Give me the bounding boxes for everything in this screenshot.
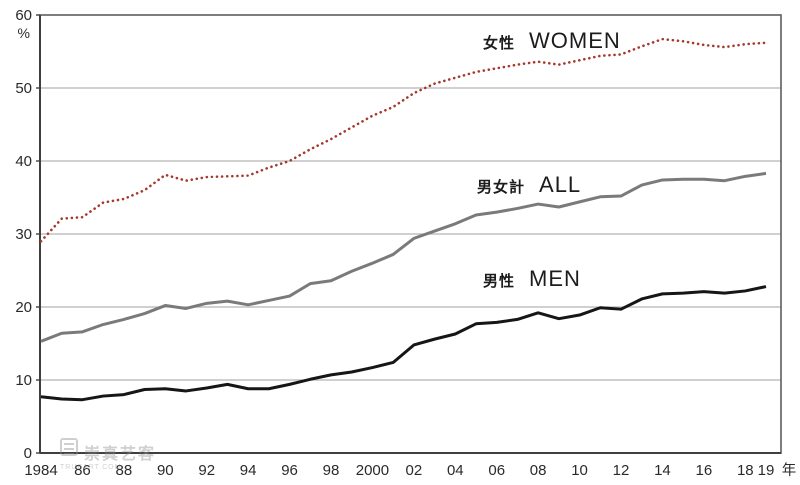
x-tick-label: 94: [240, 462, 257, 479]
x-tick-label: 06: [488, 462, 505, 479]
x-tick-label: 1984: [24, 462, 57, 479]
x-tick-label: 90: [157, 462, 174, 479]
x-tick-label: 08: [530, 462, 547, 479]
x-tick-label: 04: [447, 462, 464, 479]
y-tick-label: 20: [15, 299, 32, 316]
y-axis-unit-label: %: [18, 25, 30, 41]
x-tick-label: 14: [654, 462, 671, 479]
x-tick-label: 92: [198, 462, 215, 479]
y-tick-label: 10: [15, 372, 32, 389]
x-tick-label: 16: [696, 462, 713, 479]
x-tick-label: 98: [323, 462, 340, 479]
x-tick-label: 10: [571, 462, 588, 479]
x-tick-label: 18: [737, 462, 754, 479]
x-tick-label: 96: [281, 462, 298, 479]
x-tick-label: 12: [613, 462, 630, 479]
y-tick-label: 30: [15, 226, 32, 243]
y-tick-label: 40: [15, 153, 32, 170]
women-line: [39, 37, 768, 243]
x-axis-unit-label: 年: [782, 462, 797, 479]
y-tick-label: 50: [15, 80, 32, 97]
y-tick-label: 60: [15, 7, 32, 24]
x-tick-label: 02: [406, 462, 423, 479]
x-tick-label: 19: [758, 462, 775, 479]
x-tick-label: 88: [116, 462, 133, 479]
all-line: [40, 171, 767, 343]
x-tick-label: 2000: [356, 462, 389, 479]
men-line: [40, 285, 767, 402]
y-tick-label: 0: [24, 445, 32, 462]
x-tick-label: 86: [74, 462, 91, 479]
